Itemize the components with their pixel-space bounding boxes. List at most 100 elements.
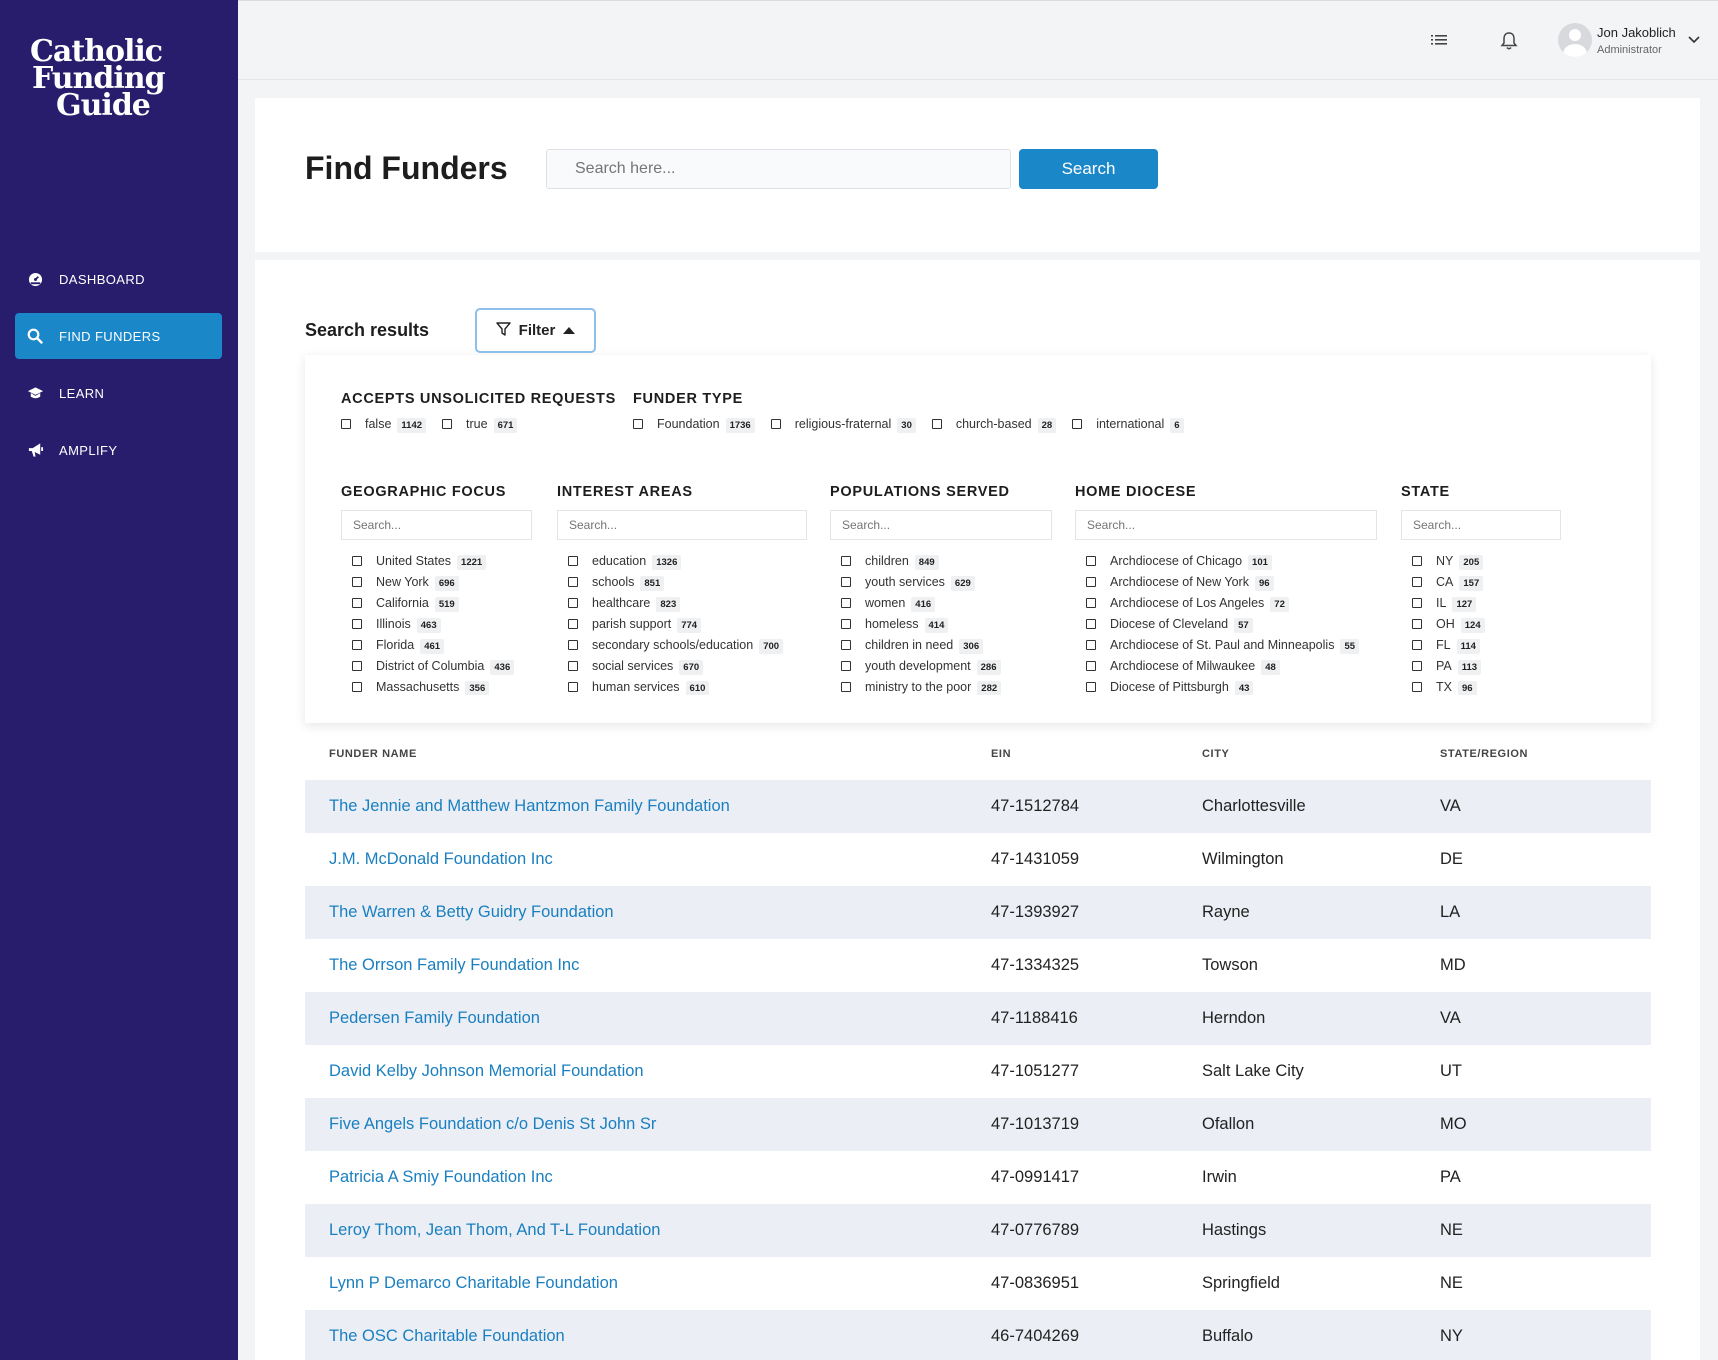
filter-option[interactable]: Diocese of Cleveland 57 bbox=[1086, 613, 1377, 634]
checkbox[interactable] bbox=[352, 639, 362, 650]
checkbox[interactable] bbox=[352, 660, 362, 671]
filter-option-list[interactable]: Archdiocese of Chicago 101 Archdiocese of … bbox=[1075, 550, 1377, 695]
filter-option[interactable]: homeless 414 bbox=[841, 613, 1052, 634]
filter-search-input[interactable] bbox=[1075, 510, 1377, 540]
table-row[interactable]: J.M. McDonald Foundation Inc 47-1431059 Wi… bbox=[305, 833, 1651, 886]
filter-option[interactable]: children in need 306 bbox=[841, 634, 1052, 655]
table-row[interactable]: The Warren & Betty Guidry Foundation 47-1… bbox=[305, 886, 1651, 939]
checkbox[interactable] bbox=[1072, 418, 1083, 429]
filter-search-input[interactable] bbox=[830, 510, 1052, 540]
filter-option[interactable]: Florida 461 bbox=[352, 634, 532, 655]
table-row[interactable]: David Kelby Johnson Memorial Foundation 4… bbox=[305, 1045, 1651, 1098]
checkbox[interactable] bbox=[1412, 681, 1422, 692]
funder-name-link[interactable]: The Orrson Family Foundation Inc bbox=[329, 956, 580, 974]
filter-option[interactable]: Massachusetts 356 bbox=[352, 676, 532, 695]
filter-option[interactable]: religious-fraternal 30 bbox=[770, 416, 916, 433]
checkbox[interactable] bbox=[568, 597, 578, 608]
checkbox[interactable] bbox=[1412, 597, 1422, 608]
checkbox[interactable] bbox=[442, 418, 453, 429]
funder-name-link[interactable]: Leroy Thom, Jean Thom, And T-L Foundatio… bbox=[329, 1221, 661, 1239]
filter-option[interactable]: California 519 bbox=[352, 592, 532, 613]
checkbox[interactable] bbox=[568, 576, 578, 587]
filter-option[interactable]: false 1142 bbox=[341, 416, 427, 433]
filter-option[interactable]: healthcare 823 bbox=[568, 592, 807, 613]
filter-option[interactable]: ministry to the poor 282 bbox=[841, 676, 1052, 695]
table-row[interactable]: The OSC Charitable Foundation 46-7404269 B… bbox=[305, 1310, 1651, 1360]
filter-button[interactable]: Filter bbox=[475, 308, 596, 353]
table-row[interactable]: Patricia A Smiy Foundation Inc 47-0991417… bbox=[305, 1151, 1651, 1204]
checkbox[interactable] bbox=[1086, 555, 1096, 566]
checkbox[interactable] bbox=[1086, 660, 1096, 671]
filter-option[interactable]: Archdiocese of Milwaukee 48 bbox=[1086, 655, 1377, 676]
search-input[interactable] bbox=[546, 149, 1011, 189]
sidebar-item-dashboard[interactable]: DASHBOARD bbox=[15, 256, 222, 302]
bell-icon[interactable] bbox=[1500, 31, 1520, 51]
checkbox[interactable] bbox=[1412, 576, 1422, 587]
logo[interactable]: Catholic Funding Guide bbox=[30, 37, 166, 121]
filter-option[interactable]: District of Columbia 436 bbox=[352, 655, 532, 676]
checkbox[interactable] bbox=[568, 555, 578, 566]
filter-option[interactable]: Archdiocese of Chicago 101 bbox=[1086, 550, 1377, 571]
checkbox[interactable] bbox=[1412, 555, 1422, 566]
checkbox[interactable] bbox=[1412, 660, 1422, 671]
filter-option[interactable]: FL 114 bbox=[1412, 634, 1561, 655]
sidebar-item-amplify[interactable]: AMPLIFY bbox=[15, 427, 222, 473]
filter-search-input[interactable] bbox=[341, 510, 532, 540]
checkbox[interactable] bbox=[841, 597, 851, 608]
list-icon[interactable] bbox=[1430, 31, 1450, 51]
checkbox[interactable] bbox=[1412, 639, 1422, 650]
filter-option[interactable]: CA 157 bbox=[1412, 571, 1561, 592]
filter-option[interactable]: schools 851 bbox=[568, 571, 807, 592]
funder-name-link[interactable]: The Warren & Betty Guidry Foundation bbox=[329, 903, 614, 921]
checkbox[interactable] bbox=[841, 576, 851, 587]
checkbox[interactable] bbox=[568, 618, 578, 629]
sidebar-item-learn[interactable]: LEARN bbox=[15, 370, 222, 416]
column-header[interactable]: STATE/REGION bbox=[1440, 748, 1529, 760]
checkbox[interactable] bbox=[1086, 681, 1096, 692]
table-row[interactable]: Pedersen Family Foundation 47-1188416 Hern… bbox=[305, 992, 1651, 1045]
checkbox[interactable] bbox=[1086, 639, 1096, 650]
checkbox[interactable] bbox=[352, 597, 362, 608]
checkbox[interactable] bbox=[341, 418, 351, 429]
filter-option[interactable]: OH 124 bbox=[1412, 613, 1561, 634]
filter-option[interactable]: PA 113 bbox=[1412, 655, 1561, 676]
funder-name-link[interactable]: Five Angels Foundation c/o Denis St John… bbox=[329, 1115, 657, 1133]
table-row[interactable]: Leroy Thom, Jean Thom, And T-L Foundatio… bbox=[305, 1204, 1651, 1257]
filter-option[interactable]: social services 670 bbox=[568, 655, 807, 676]
filter-option[interactable]: church-based 28 bbox=[931, 416, 1057, 433]
search-button[interactable]: Search bbox=[1019, 149, 1158, 189]
column-header[interactable]: FUNDER NAME bbox=[329, 748, 417, 760]
filter-search-input[interactable] bbox=[557, 510, 807, 540]
filter-option[interactable]: true 671 bbox=[442, 416, 518, 433]
filter-option[interactable]: human services 610 bbox=[568, 676, 807, 695]
funder-name-link[interactable]: Patricia A Smiy Foundation Inc bbox=[329, 1168, 553, 1186]
checkbox[interactable] bbox=[568, 660, 578, 671]
funder-name-link[interactable]: Pedersen Family Foundation bbox=[329, 1009, 540, 1027]
filter-option[interactable]: children 849 bbox=[841, 550, 1052, 571]
funder-name-link[interactable]: The Jennie and Matthew Hantzmon Family F… bbox=[329, 797, 730, 815]
filter-option[interactable]: Illinois 463 bbox=[352, 613, 532, 634]
checkbox[interactable] bbox=[841, 639, 851, 650]
checkbox[interactable] bbox=[841, 618, 851, 629]
checkbox[interactable] bbox=[841, 555, 851, 566]
filter-option[interactable]: Archdiocese of Los Angeles 72 bbox=[1086, 592, 1377, 613]
filter-option-list[interactable]: children 849 youth services 629 women 416 home… bbox=[830, 550, 1052, 695]
filter-option[interactable]: TX 96 bbox=[1412, 676, 1561, 695]
checkbox[interactable] bbox=[1412, 618, 1422, 629]
column-header[interactable]: CITY bbox=[1202, 748, 1230, 760]
checkbox[interactable] bbox=[1086, 576, 1096, 587]
checkbox[interactable] bbox=[568, 681, 578, 692]
filter-option-list[interactable]: NY 205 CA 157 IL 127 OH 124 FL 114 PA 113 TX 96 bbox=[1401, 550, 1561, 695]
filter-option[interactable]: secondary schools/education 700 bbox=[568, 634, 807, 655]
table-row[interactable]: The Jennie and Matthew Hantzmon Family F… bbox=[305, 780, 1651, 833]
checkbox[interactable] bbox=[352, 681, 362, 692]
checkbox[interactable] bbox=[770, 418, 781, 429]
checkbox[interactable] bbox=[931, 418, 942, 429]
filter-option[interactable]: education 1326 bbox=[568, 550, 807, 571]
table-row[interactable]: Lynn P Demarco Charitable Foundation 47-0… bbox=[305, 1257, 1651, 1310]
checkbox[interactable] bbox=[633, 418, 643, 429]
checkbox[interactable] bbox=[352, 618, 362, 629]
filter-option[interactable]: youth services 629 bbox=[841, 571, 1052, 592]
filter-option[interactable]: Foundation 1736 bbox=[633, 416, 755, 433]
filter-search-input[interactable] bbox=[1401, 510, 1561, 540]
